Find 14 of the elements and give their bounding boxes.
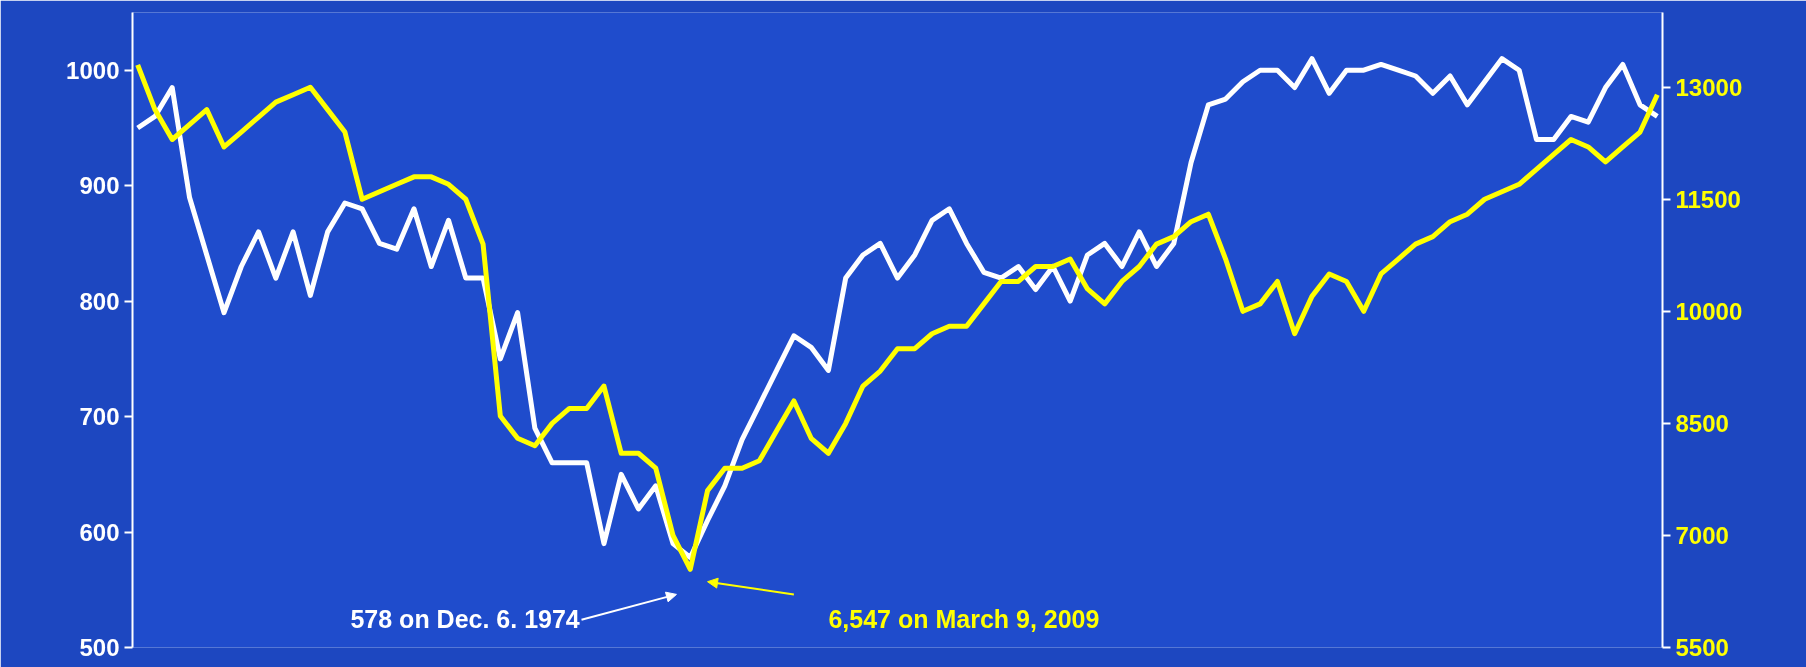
y-tick-label: 600 [79,518,120,546]
y2-tick-label: 5500 [1675,634,1729,661]
y-tick-label: 1000 [66,56,120,84]
y-tick-label: 700 [79,403,120,431]
y2-tick-label: 10000 [1675,297,1743,325]
y-tick-label: 900 [79,172,120,200]
y2-tick-label: 11500 [1675,185,1741,213]
y-tick-label: 500 [79,634,120,661]
y-tick-label: 800 [79,287,120,315]
y2-tick-label: 7000 [1675,521,1729,549]
annotation: 6,547 on March 9, 2009 [828,604,1100,633]
y2-tick-label: 13000 [1675,73,1743,101]
y2-tick-label: 8500 [1675,409,1729,437]
annotation: 578 on Dec. 6. 1974 [350,604,580,633]
